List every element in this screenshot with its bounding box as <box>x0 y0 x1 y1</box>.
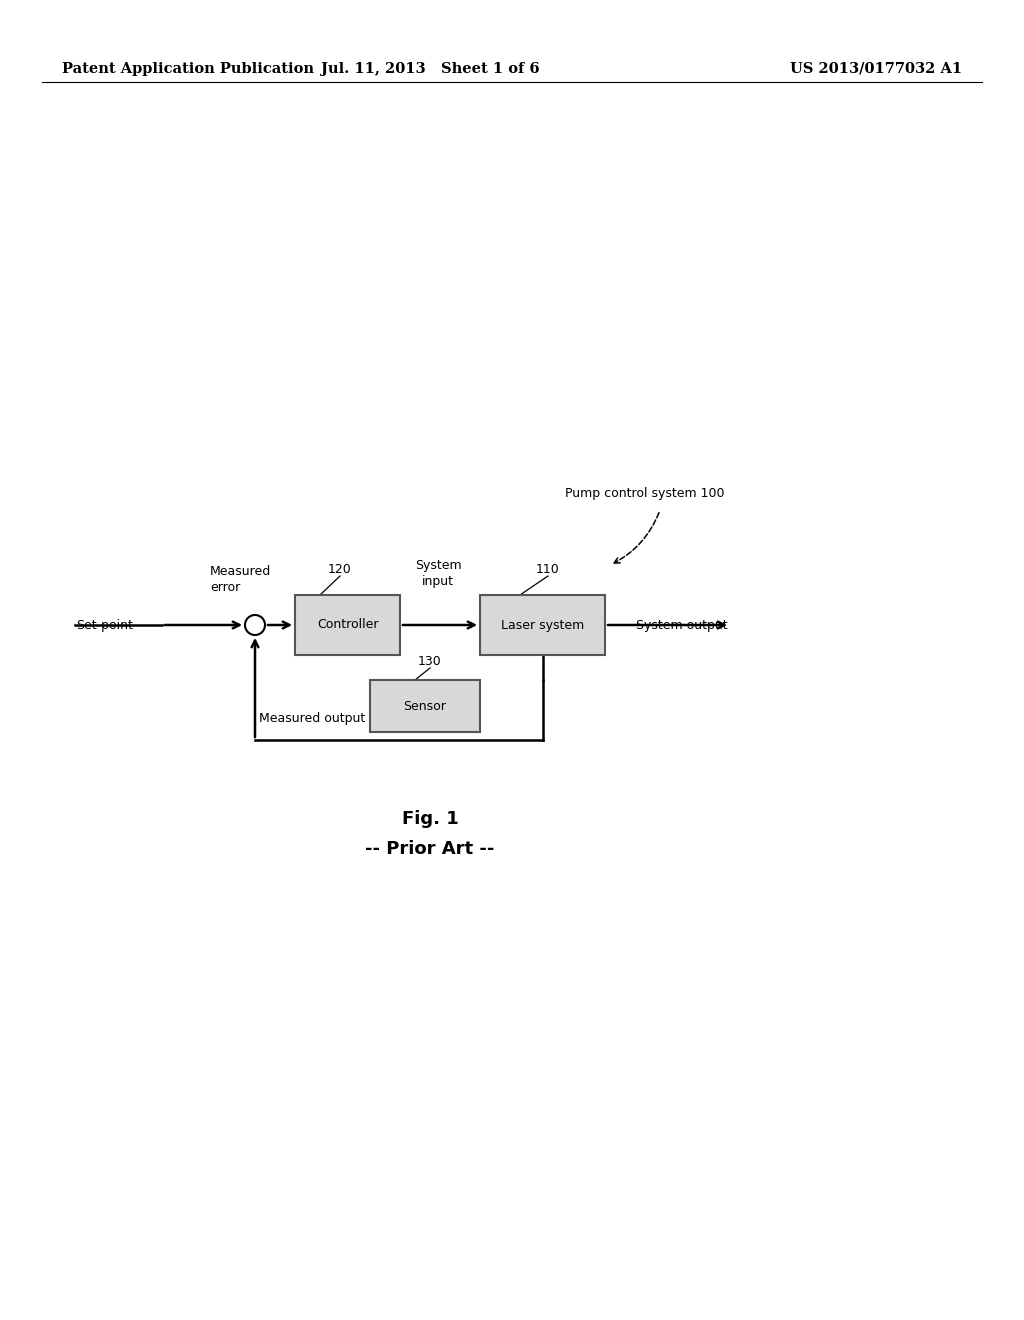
Text: Pump control system 100: Pump control system 100 <box>565 487 725 500</box>
Text: Sensor: Sensor <box>403 700 446 713</box>
Text: Set-point: Set-point <box>76 619 133 631</box>
Text: Jul. 11, 2013   Sheet 1 of 6: Jul. 11, 2013 Sheet 1 of 6 <box>321 62 540 77</box>
Text: System
input: System input <box>415 558 462 587</box>
Bar <box>370 680 480 733</box>
Text: 110: 110 <box>536 564 560 576</box>
Bar <box>480 595 605 655</box>
Text: Controller: Controller <box>316 619 378 631</box>
Text: Laser system: Laser system <box>501 619 584 631</box>
Text: Fig. 1: Fig. 1 <box>401 810 459 828</box>
Text: Patent Application Publication: Patent Application Publication <box>62 62 314 77</box>
FancyArrowPatch shape <box>614 512 659 562</box>
Text: 120: 120 <box>328 564 352 576</box>
Text: 130: 130 <box>418 655 441 668</box>
Bar <box>295 595 400 655</box>
Text: -- Prior Art --: -- Prior Art -- <box>366 840 495 858</box>
Circle shape <box>245 615 265 635</box>
Text: US 2013/0177032 A1: US 2013/0177032 A1 <box>790 62 962 77</box>
Text: Measured output: Measured output <box>259 711 365 725</box>
Text: System output: System output <box>636 619 728 631</box>
Text: Measured
error: Measured error <box>210 565 271 594</box>
